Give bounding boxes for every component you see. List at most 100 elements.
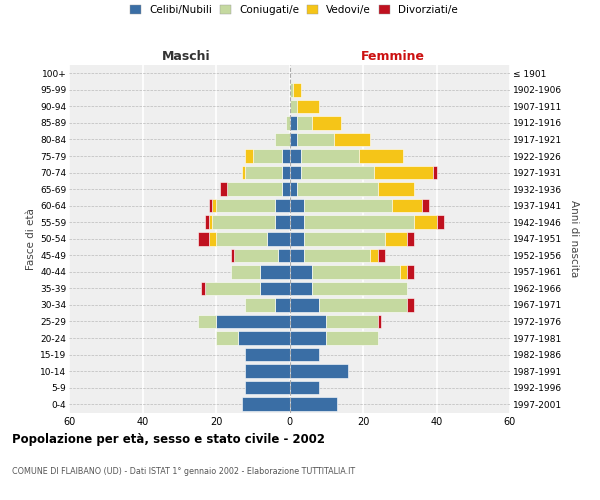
Bar xyxy=(304,216,415,229)
Bar xyxy=(212,216,275,229)
Bar xyxy=(290,199,304,212)
Bar xyxy=(205,282,260,295)
Bar xyxy=(275,199,290,212)
Bar xyxy=(290,265,311,278)
Bar xyxy=(275,298,290,312)
Bar xyxy=(275,132,290,146)
Text: COMUNE DI FLAIBANO (UD) - Dati ISTAT 1° gennaio 2002 - Elaborazione TUTTITALIA.I: COMUNE DI FLAIBANO (UD) - Dati ISTAT 1° … xyxy=(12,468,355,476)
Bar xyxy=(242,398,290,411)
Bar xyxy=(253,149,282,163)
Bar xyxy=(290,182,297,196)
Bar xyxy=(216,314,290,328)
Bar xyxy=(297,182,378,196)
Bar xyxy=(374,166,433,179)
Y-axis label: Anni di nascita: Anni di nascita xyxy=(569,200,578,278)
Bar xyxy=(231,265,260,278)
Bar xyxy=(209,216,212,229)
Bar xyxy=(301,166,374,179)
Bar xyxy=(216,199,275,212)
Bar xyxy=(290,398,337,411)
Bar xyxy=(227,182,282,196)
Bar xyxy=(326,332,378,345)
Bar xyxy=(304,199,392,212)
Bar xyxy=(278,248,290,262)
Bar xyxy=(378,248,385,262)
Bar xyxy=(220,182,227,196)
Bar xyxy=(290,83,293,96)
Bar xyxy=(245,381,290,394)
Bar xyxy=(290,116,297,130)
Bar xyxy=(290,149,301,163)
Bar xyxy=(197,314,216,328)
Bar xyxy=(297,100,319,113)
Bar xyxy=(290,332,326,345)
Bar xyxy=(334,132,370,146)
Bar xyxy=(290,232,304,245)
Bar xyxy=(197,232,209,245)
Bar xyxy=(235,248,278,262)
Bar xyxy=(311,282,407,295)
Bar xyxy=(326,314,378,328)
Bar xyxy=(297,132,334,146)
Bar xyxy=(392,199,422,212)
Bar xyxy=(433,166,437,179)
Bar xyxy=(407,265,415,278)
Bar xyxy=(290,364,348,378)
Bar xyxy=(260,282,290,295)
Bar xyxy=(245,348,290,362)
Bar xyxy=(311,116,341,130)
Bar xyxy=(282,166,290,179)
Bar xyxy=(275,216,290,229)
Legend: Celibi/Nubili, Coniugati/e, Vedovi/e, Divorziati/e: Celibi/Nubili, Coniugati/e, Vedovi/e, Di… xyxy=(130,5,458,15)
Text: Maschi: Maschi xyxy=(162,50,211,64)
Bar xyxy=(437,216,444,229)
Bar xyxy=(407,298,415,312)
Bar xyxy=(290,216,304,229)
Bar xyxy=(202,282,205,295)
Bar xyxy=(268,232,290,245)
Bar xyxy=(245,149,253,163)
Bar xyxy=(385,232,407,245)
Bar xyxy=(282,149,290,163)
Bar xyxy=(242,166,245,179)
Text: Popolazione per età, sesso e stato civile - 2002: Popolazione per età, sesso e stato civil… xyxy=(12,432,325,446)
Bar xyxy=(304,248,370,262)
Bar xyxy=(290,314,326,328)
Bar xyxy=(205,216,209,229)
Bar xyxy=(359,149,403,163)
Bar xyxy=(311,265,400,278)
Bar xyxy=(290,298,319,312)
Bar xyxy=(290,282,311,295)
Bar xyxy=(370,248,378,262)
Text: Femmine: Femmine xyxy=(361,50,424,64)
Bar xyxy=(290,381,319,394)
Bar xyxy=(319,298,407,312)
Bar xyxy=(245,166,282,179)
Y-axis label: Fasce di età: Fasce di età xyxy=(26,208,36,270)
Bar xyxy=(422,199,429,212)
Bar xyxy=(212,199,216,212)
Bar xyxy=(209,199,212,212)
Bar xyxy=(297,116,311,130)
Bar xyxy=(378,314,382,328)
Bar xyxy=(230,248,235,262)
Bar xyxy=(290,100,297,113)
Bar xyxy=(245,364,290,378)
Bar xyxy=(400,265,407,278)
Bar xyxy=(290,132,297,146)
Bar xyxy=(260,265,290,278)
Bar xyxy=(209,232,216,245)
Bar xyxy=(407,232,415,245)
Bar xyxy=(282,182,290,196)
Bar xyxy=(216,232,268,245)
Bar xyxy=(304,232,385,245)
Bar xyxy=(293,83,301,96)
Bar xyxy=(301,149,359,163)
Bar xyxy=(378,182,415,196)
Bar xyxy=(216,332,238,345)
Bar xyxy=(290,248,304,262)
Bar xyxy=(290,348,319,362)
Bar xyxy=(286,116,290,130)
Bar xyxy=(245,298,275,312)
Bar xyxy=(290,166,301,179)
